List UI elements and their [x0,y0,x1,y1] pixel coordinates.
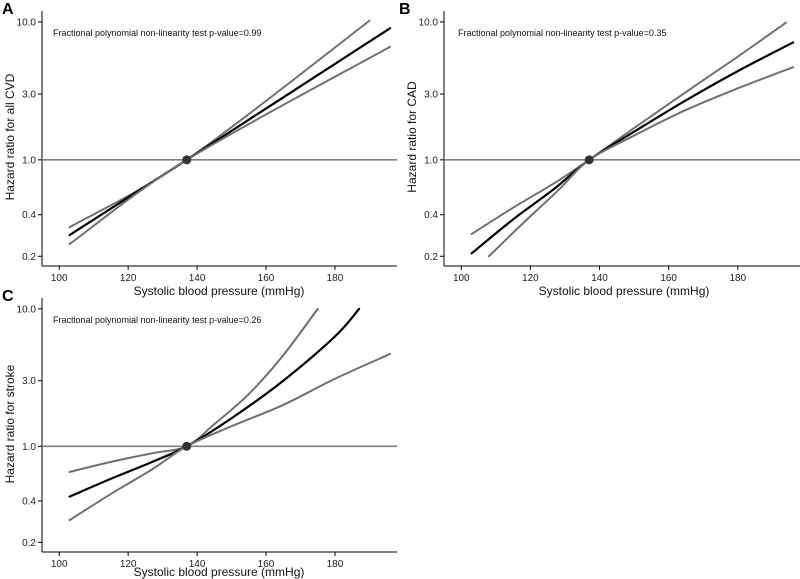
y-axis-title: Hazard ratio for CAD [405,81,419,193]
x-tick-label: 180 [729,273,746,284]
panel-letter: A [2,1,14,18]
x-tick-label: 100 [51,559,68,570]
estimate-line [68,307,361,498]
annotation-text: Fractional polynomial non-linearity test… [458,28,666,38]
panel-letter: B [399,1,411,18]
x-tick-label: 120 [120,273,137,284]
x-tick-label: 120 [522,273,539,284]
lower-ci-line [68,352,392,522]
x-tick-label: 180 [327,559,344,570]
reference-point [182,155,192,165]
y-tick-label: 0.4 [424,210,438,221]
y-tick-label: 10.0 [17,17,37,28]
upper-ci-line [68,307,319,473]
x-tick-label: 160 [258,273,275,284]
y-tick-label: 10.0 [17,304,37,315]
x-tick-label: 160 [660,273,677,284]
y-tick-label: 0.4 [22,210,36,221]
y-tick-label: 1.0 [22,155,36,166]
upper-ci-line [470,21,788,236]
x-axis-title: Systolic blood pressure (mmHg) [134,565,305,579]
y-tick-label: 1.0 [424,155,438,166]
x-axis-title: Systolic blood pressure (mmHg) [134,284,305,298]
y-tick-label: 3.0 [22,376,36,387]
y-tick-label: 1.0 [22,442,36,453]
panel-b: B Fractional polynomial non-linearity te… [399,1,800,298]
annotation-text: Fractional polynomial non-linearity test… [53,28,261,38]
estimate-line [68,27,392,237]
estimate-line [470,41,795,255]
y-axis-title: Hazard ratio for all CVD [3,73,17,200]
x-tick-label: 140 [591,273,608,284]
y-tick-label: 3.0 [424,90,438,101]
x-tick-label: 160 [258,559,275,570]
y-tick-label: 0.4 [22,496,36,507]
y-tick-label: 3.0 [22,90,36,101]
x-tick-label: 100 [51,273,68,284]
y-tick-label: 0.2 [22,252,36,263]
x-tick-label: 140 [189,273,206,284]
panel-a: A Fractional polynomial non-linearity te… [2,1,397,298]
panel-c: C Fractional polynomial non-linearity te… [2,288,397,579]
x-tick-label: 120 [120,559,137,570]
panel-letter: C [2,288,14,305]
annotation-text: Fractional polynomial non-linearity test… [53,315,261,325]
x-axis-title: Systolic blood pressure (mmHg) [539,284,710,298]
x-tick-label: 100 [453,273,470,284]
x-tick-label: 180 [327,273,344,284]
x-tick-label: 140 [189,559,206,570]
reference-point [584,155,594,165]
lower-ci-line [68,45,392,246]
y-axis-title: Hazard ratio for stroke [3,364,17,483]
reference-point [182,441,192,451]
y-tick-label: 10.0 [419,17,439,28]
upper-ci-line [68,19,371,229]
y-tick-label: 0.2 [424,252,438,263]
y-tick-label: 0.2 [22,538,36,549]
lower-ci-line [487,66,795,258]
